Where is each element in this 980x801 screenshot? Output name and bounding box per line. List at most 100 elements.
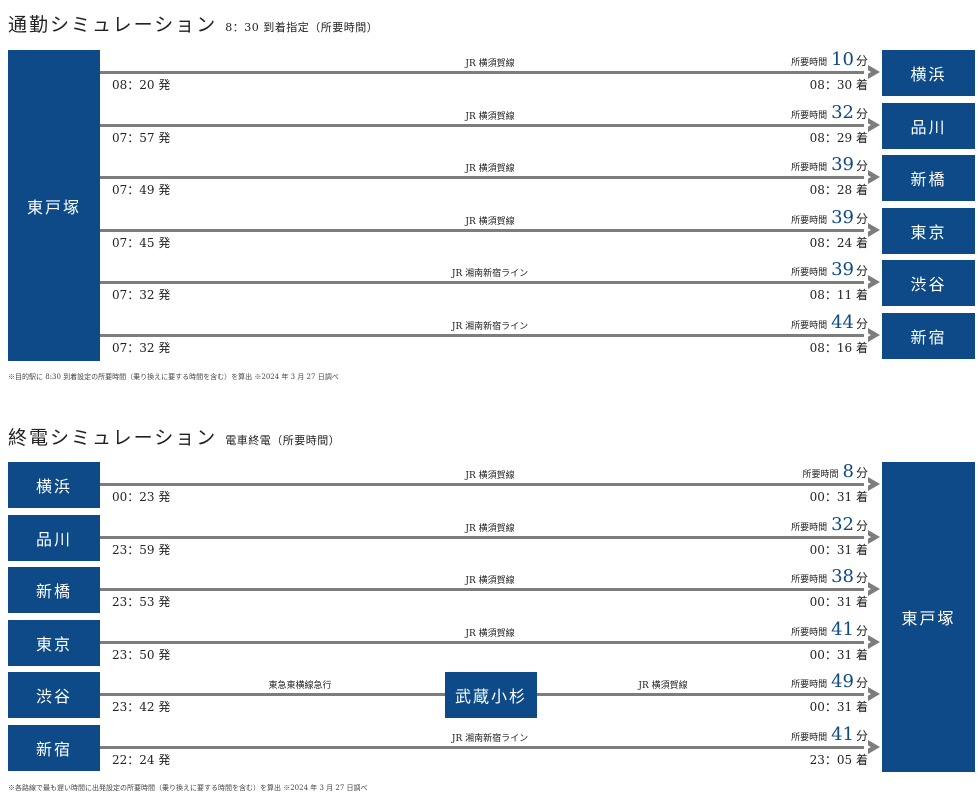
arrival-time: 00：31 着 bbox=[809, 542, 868, 557]
departure-time: 07：49 発 bbox=[112, 183, 171, 198]
route-line bbox=[100, 228, 870, 232]
duration-part: 41 bbox=[831, 618, 854, 640]
duration: 所要時間 10 分 bbox=[791, 49, 868, 70]
duration-part: 所要時間 bbox=[791, 522, 828, 533]
destination-box: 東京 bbox=[882, 207, 975, 254]
last-train-destination-box: 東戸塚 bbox=[882, 462, 975, 772]
duration-part: 分 bbox=[855, 623, 868, 638]
duration-part: 分 bbox=[855, 54, 868, 68]
duration: 所要時間 39 分 bbox=[791, 207, 868, 228]
destination-box: 新橋 bbox=[882, 155, 975, 202]
arrival-time: 08：29 着 bbox=[809, 130, 868, 145]
duration-part: 分 bbox=[855, 571, 868, 586]
duration-part: 所要時間 bbox=[791, 733, 828, 743]
arrow-head-icon bbox=[864, 687, 880, 702]
arrival-time: 08：24 着 bbox=[809, 235, 868, 250]
duration: 所要時間 38 分 bbox=[791, 566, 868, 587]
duration-part: 所要時間 bbox=[791, 58, 828, 68]
duration-part: 8 bbox=[842, 461, 854, 482]
duration: 所要時間 8 分 bbox=[803, 461, 868, 482]
duration-part: 所要時間 bbox=[791, 110, 828, 121]
last-train-title: 終電シミュレーション 電車終電（所要時間） bbox=[8, 427, 341, 449]
arrow-head-icon bbox=[864, 222, 880, 237]
duration: 所要時間 39 分 bbox=[791, 154, 868, 175]
arrival-time: 00：31 着 bbox=[809, 700, 868, 715]
line-name: JR 横須賀線 bbox=[465, 59, 515, 69]
route-line bbox=[100, 334, 870, 337]
duration: 所要時間 44 分 bbox=[791, 312, 868, 333]
route-line bbox=[100, 176, 870, 180]
duration-part: 分 bbox=[855, 159, 868, 174]
departure-time: 07：57 発 bbox=[112, 130, 171, 145]
departure-time: 23：53 発 bbox=[112, 595, 171, 610]
duration-part: 39 bbox=[831, 154, 854, 176]
route-line bbox=[100, 640, 870, 644]
last-train-note: ※各路線で最も遅い時間に出発設定の所要時間（乗り換えに要する時間を含む）を算出 … bbox=[8, 784, 368, 792]
route-line bbox=[100, 123, 870, 127]
line-name: JR 湘南新宿ライン bbox=[451, 734, 529, 744]
arrival-time: 00：31 着 bbox=[809, 647, 868, 662]
origin-box: 渋谷 bbox=[8, 672, 100, 719]
arrival-time: 00：31 着 bbox=[809, 595, 868, 610]
duration: 所要時間 39 分 bbox=[791, 259, 868, 280]
destination-box: 品川 bbox=[882, 102, 975, 149]
duration-part: 32 bbox=[831, 101, 854, 123]
line-name: JR 横須賀線 bbox=[465, 523, 515, 534]
origin-box: 横浜 bbox=[8, 462, 100, 508]
duration-part: 38 bbox=[831, 566, 854, 588]
departure-time: 07：32 発 bbox=[112, 341, 171, 355]
duration-part: 所要時間 bbox=[791, 321, 828, 331]
line-name: JR 横須賀線 bbox=[465, 111, 515, 122]
route-line bbox=[100, 71, 870, 74]
route-line bbox=[537, 693, 870, 697]
duration-part: 39 bbox=[831, 259, 854, 281]
origin-box: 新橋 bbox=[8, 567, 100, 614]
duration-part: 分 bbox=[855, 106, 868, 121]
duration-part: 所要時間 bbox=[791, 215, 828, 226]
route-line bbox=[100, 483, 870, 486]
commute-title: 通勤シミュレーション 8：30 到着指定（所要時間） bbox=[8, 14, 379, 36]
departure-time: 00：23 発 bbox=[112, 490, 171, 504]
line-name: JR 横須賀線 bbox=[465, 576, 515, 587]
departure-time: 23：42 発 bbox=[112, 700, 171, 715]
duration-part: 分 bbox=[855, 466, 868, 480]
arrow-head-icon bbox=[864, 740, 880, 754]
arrival-time: 00：31 着 bbox=[809, 490, 868, 504]
duration-part: 分 bbox=[855, 729, 868, 743]
departure-time: 22：24 発 bbox=[112, 753, 171, 767]
last-train-subtitle: 電車終電（所要時間） bbox=[225, 434, 341, 447]
line-name: JR 横須賀線 bbox=[465, 164, 515, 175]
route-line bbox=[100, 281, 870, 285]
arrow-head-icon bbox=[864, 328, 880, 342]
duration: 所要時間 41 分 bbox=[791, 724, 868, 745]
duration-part: 所要時間 bbox=[802, 470, 839, 480]
arrival-time: 08：30 着 bbox=[809, 78, 868, 92]
route-line bbox=[100, 535, 870, 539]
route-line bbox=[100, 746, 870, 749]
duration: 所要時間 32 分 bbox=[791, 514, 868, 535]
duration-part: 所要時間 bbox=[791, 163, 828, 174]
duration-part: 32 bbox=[831, 513, 854, 535]
destination-box: 横浜 bbox=[882, 50, 975, 96]
departure-time: 23：50 発 bbox=[112, 647, 171, 662]
duration-part: 49 bbox=[831, 671, 854, 693]
commute-origin-box: 東戸塚 bbox=[8, 50, 100, 361]
line-name: JR 横須賀線 bbox=[638, 681, 688, 692]
arrival-time: 23：05 着 bbox=[809, 753, 868, 767]
destination-box: 渋谷 bbox=[882, 260, 975, 307]
duration-part: 44 bbox=[831, 312, 854, 333]
duration-part: 分 bbox=[855, 676, 868, 691]
duration: 所要時間 41 分 bbox=[791, 619, 868, 640]
origin-box: 東京 bbox=[8, 619, 100, 666]
arrow-head-icon bbox=[864, 634, 880, 649]
departure-time: 23：59 発 bbox=[112, 542, 171, 557]
line-name: JR 横須賀線 bbox=[465, 471, 515, 481]
arrow-head-icon bbox=[864, 477, 880, 491]
arrival-time: 08：11 着 bbox=[809, 288, 868, 303]
arrow-head-icon bbox=[864, 65, 880, 79]
departure-time: 07：45 発 bbox=[112, 235, 171, 250]
origin-box: 品川 bbox=[8, 514, 100, 561]
arrow-head-icon bbox=[864, 582, 880, 597]
origin-box: 新宿 bbox=[8, 725, 100, 771]
